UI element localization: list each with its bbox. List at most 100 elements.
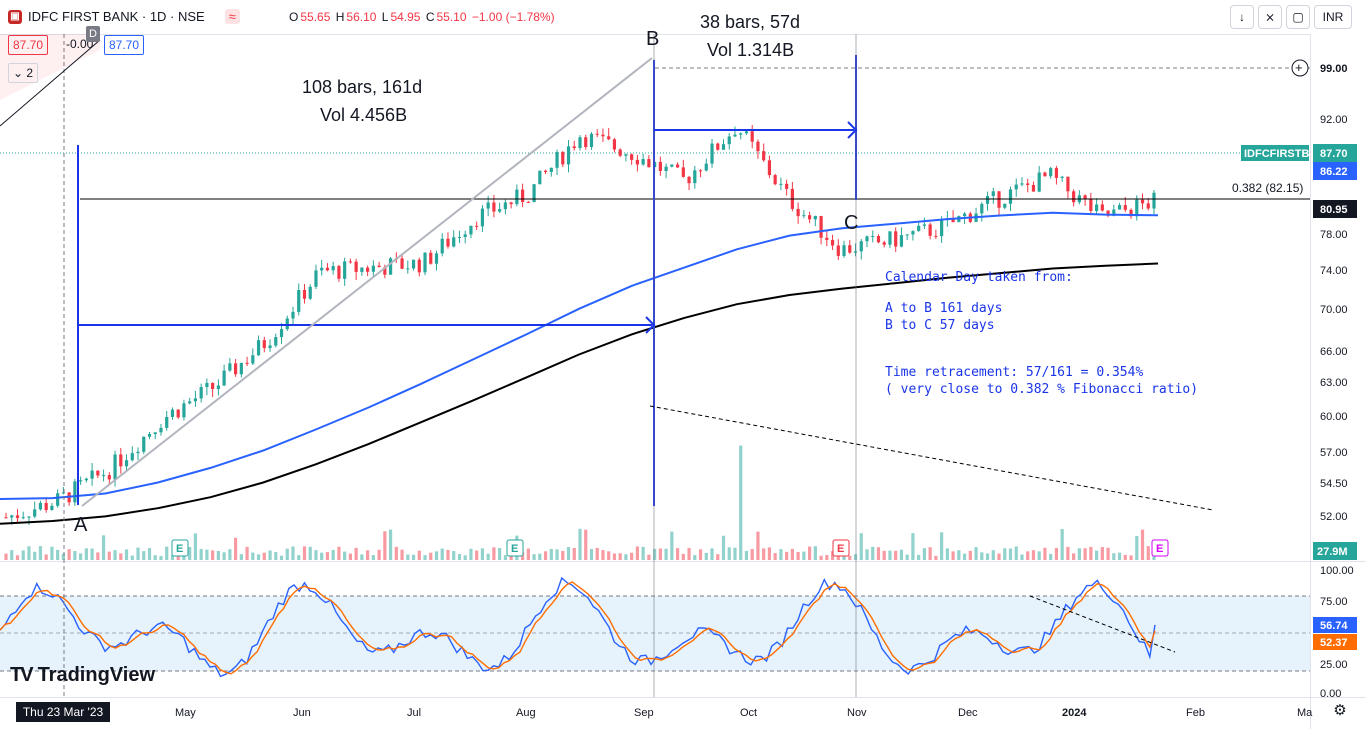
candle-body (894, 231, 898, 247)
candle-body (302, 289, 307, 299)
plus-icon[interactable]: + (1291, 59, 1309, 77)
candle-body (698, 170, 703, 172)
volume-bar (119, 553, 123, 560)
compare-icon[interactable]: ≈ (224, 9, 240, 24)
volume-bar (716, 554, 720, 560)
candle-body (733, 134, 737, 137)
volume-bar (779, 549, 783, 560)
candle-body (44, 502, 48, 511)
indicator-toggle[interactable]: ⌄ 2 (8, 63, 39, 83)
candle-body (498, 209, 502, 212)
cal-bc: B to C 57 days (885, 318, 995, 333)
candle-body (589, 133, 594, 148)
symbol-title[interactable]: ▣ IDFC FIRST BANK · 1D · NSE ≈ (8, 9, 240, 24)
price-tick: 63.00 (1320, 377, 1348, 389)
volume-bar (245, 546, 249, 560)
candle-body (882, 242, 886, 245)
candle-body (176, 409, 180, 418)
candle-body (1117, 205, 1122, 210)
time-label: May (175, 707, 196, 719)
candle-body (285, 318, 289, 330)
volume-bar (33, 551, 37, 560)
stoch-k-tag: 56.74 (1313, 617, 1357, 633)
volume-bar (894, 550, 898, 560)
currency-button[interactable]: INR (1314, 5, 1352, 29)
restore-icon[interactable]: ▢ (1286, 5, 1310, 29)
candle-body (463, 234, 467, 238)
candle-body (572, 146, 576, 149)
buy-price[interactable]: 87.70 (104, 35, 145, 55)
candle-body (641, 159, 645, 165)
volume-bar (411, 554, 416, 560)
candle-body (211, 382, 215, 389)
volume-bar (463, 555, 467, 560)
candle-body (521, 189, 525, 202)
candle-body (618, 149, 622, 156)
volume-bar (503, 555, 507, 560)
volume-bar (4, 553, 8, 560)
collapse-icon[interactable]: ⨯ (1258, 5, 1282, 29)
volume-bar (985, 553, 990, 560)
candle-body (1106, 210, 1110, 216)
volume-bar (469, 548, 473, 560)
volume-bar (1026, 551, 1030, 560)
candle-body (308, 286, 312, 299)
volume-bar (675, 548, 680, 560)
price-tick: 57.00 (1320, 447, 1348, 459)
candle-body (73, 481, 77, 503)
earnings-marker-4: E (1151, 539, 1169, 557)
volume-bar (205, 549, 209, 560)
volume-bar (388, 529, 393, 560)
volume-bar (687, 547, 691, 560)
candle-body (876, 236, 881, 243)
candle-body (813, 215, 817, 220)
volume-bar (997, 553, 1001, 560)
candle-body (366, 267, 370, 272)
candle-body (630, 154, 634, 160)
candle-body (543, 170, 548, 172)
volume-bar (423, 555, 427, 560)
volume-bar (922, 548, 926, 560)
candle-body (325, 267, 330, 271)
point-a-label: A (74, 514, 88, 536)
volume-bar (406, 554, 410, 560)
volume-bar (1106, 547, 1110, 560)
volume-bar (727, 547, 731, 560)
volume-bar (630, 552, 634, 560)
candle-body (90, 470, 94, 479)
ma-50-line (0, 211, 1159, 500)
volume-bar (79, 553, 83, 560)
ma-200-line (0, 262, 1159, 525)
candle-body (1049, 168, 1053, 177)
candle-body (830, 239, 835, 246)
volume-bar (1146, 546, 1150, 560)
settings-gear-icon[interactable]: ⚙ (1333, 702, 1347, 719)
candle-body (538, 170, 542, 185)
candle-body (457, 237, 462, 239)
candle-body (940, 220, 944, 237)
candle-body (1060, 176, 1064, 178)
candle-body (417, 259, 421, 273)
volume-bar (1089, 546, 1093, 560)
volume-bar (159, 555, 163, 560)
candle-body (228, 363, 232, 371)
volume-bar (251, 552, 255, 560)
candle-body (297, 289, 301, 312)
sell-price[interactable]: 87.70 (8, 35, 49, 55)
price-axis: 92.00 78.00 74.00 70.00 66.00 63.00 60.0… (1241, 59, 1357, 560)
chevron-down-icon[interactable]: ↓ (1230, 5, 1254, 29)
volume-bar (90, 548, 94, 560)
symbol-text: IDFC FIRST BANK · 1D · NSE (28, 9, 205, 24)
volume-bar (962, 553, 967, 560)
volume-bar (767, 547, 772, 560)
volume-bar (10, 550, 14, 560)
candle-body (268, 345, 272, 349)
candle-body (905, 234, 909, 236)
ohlc-readout: O 55.65 H 56.10 L 54.95 C 55.10 −1.00 (−1.78… (289, 10, 555, 24)
volume-bar (934, 555, 938, 560)
candle-body (578, 137, 582, 149)
candle-body (314, 270, 318, 287)
earnings-marker-3: E (832, 539, 850, 557)
volume-bar (348, 553, 352, 560)
